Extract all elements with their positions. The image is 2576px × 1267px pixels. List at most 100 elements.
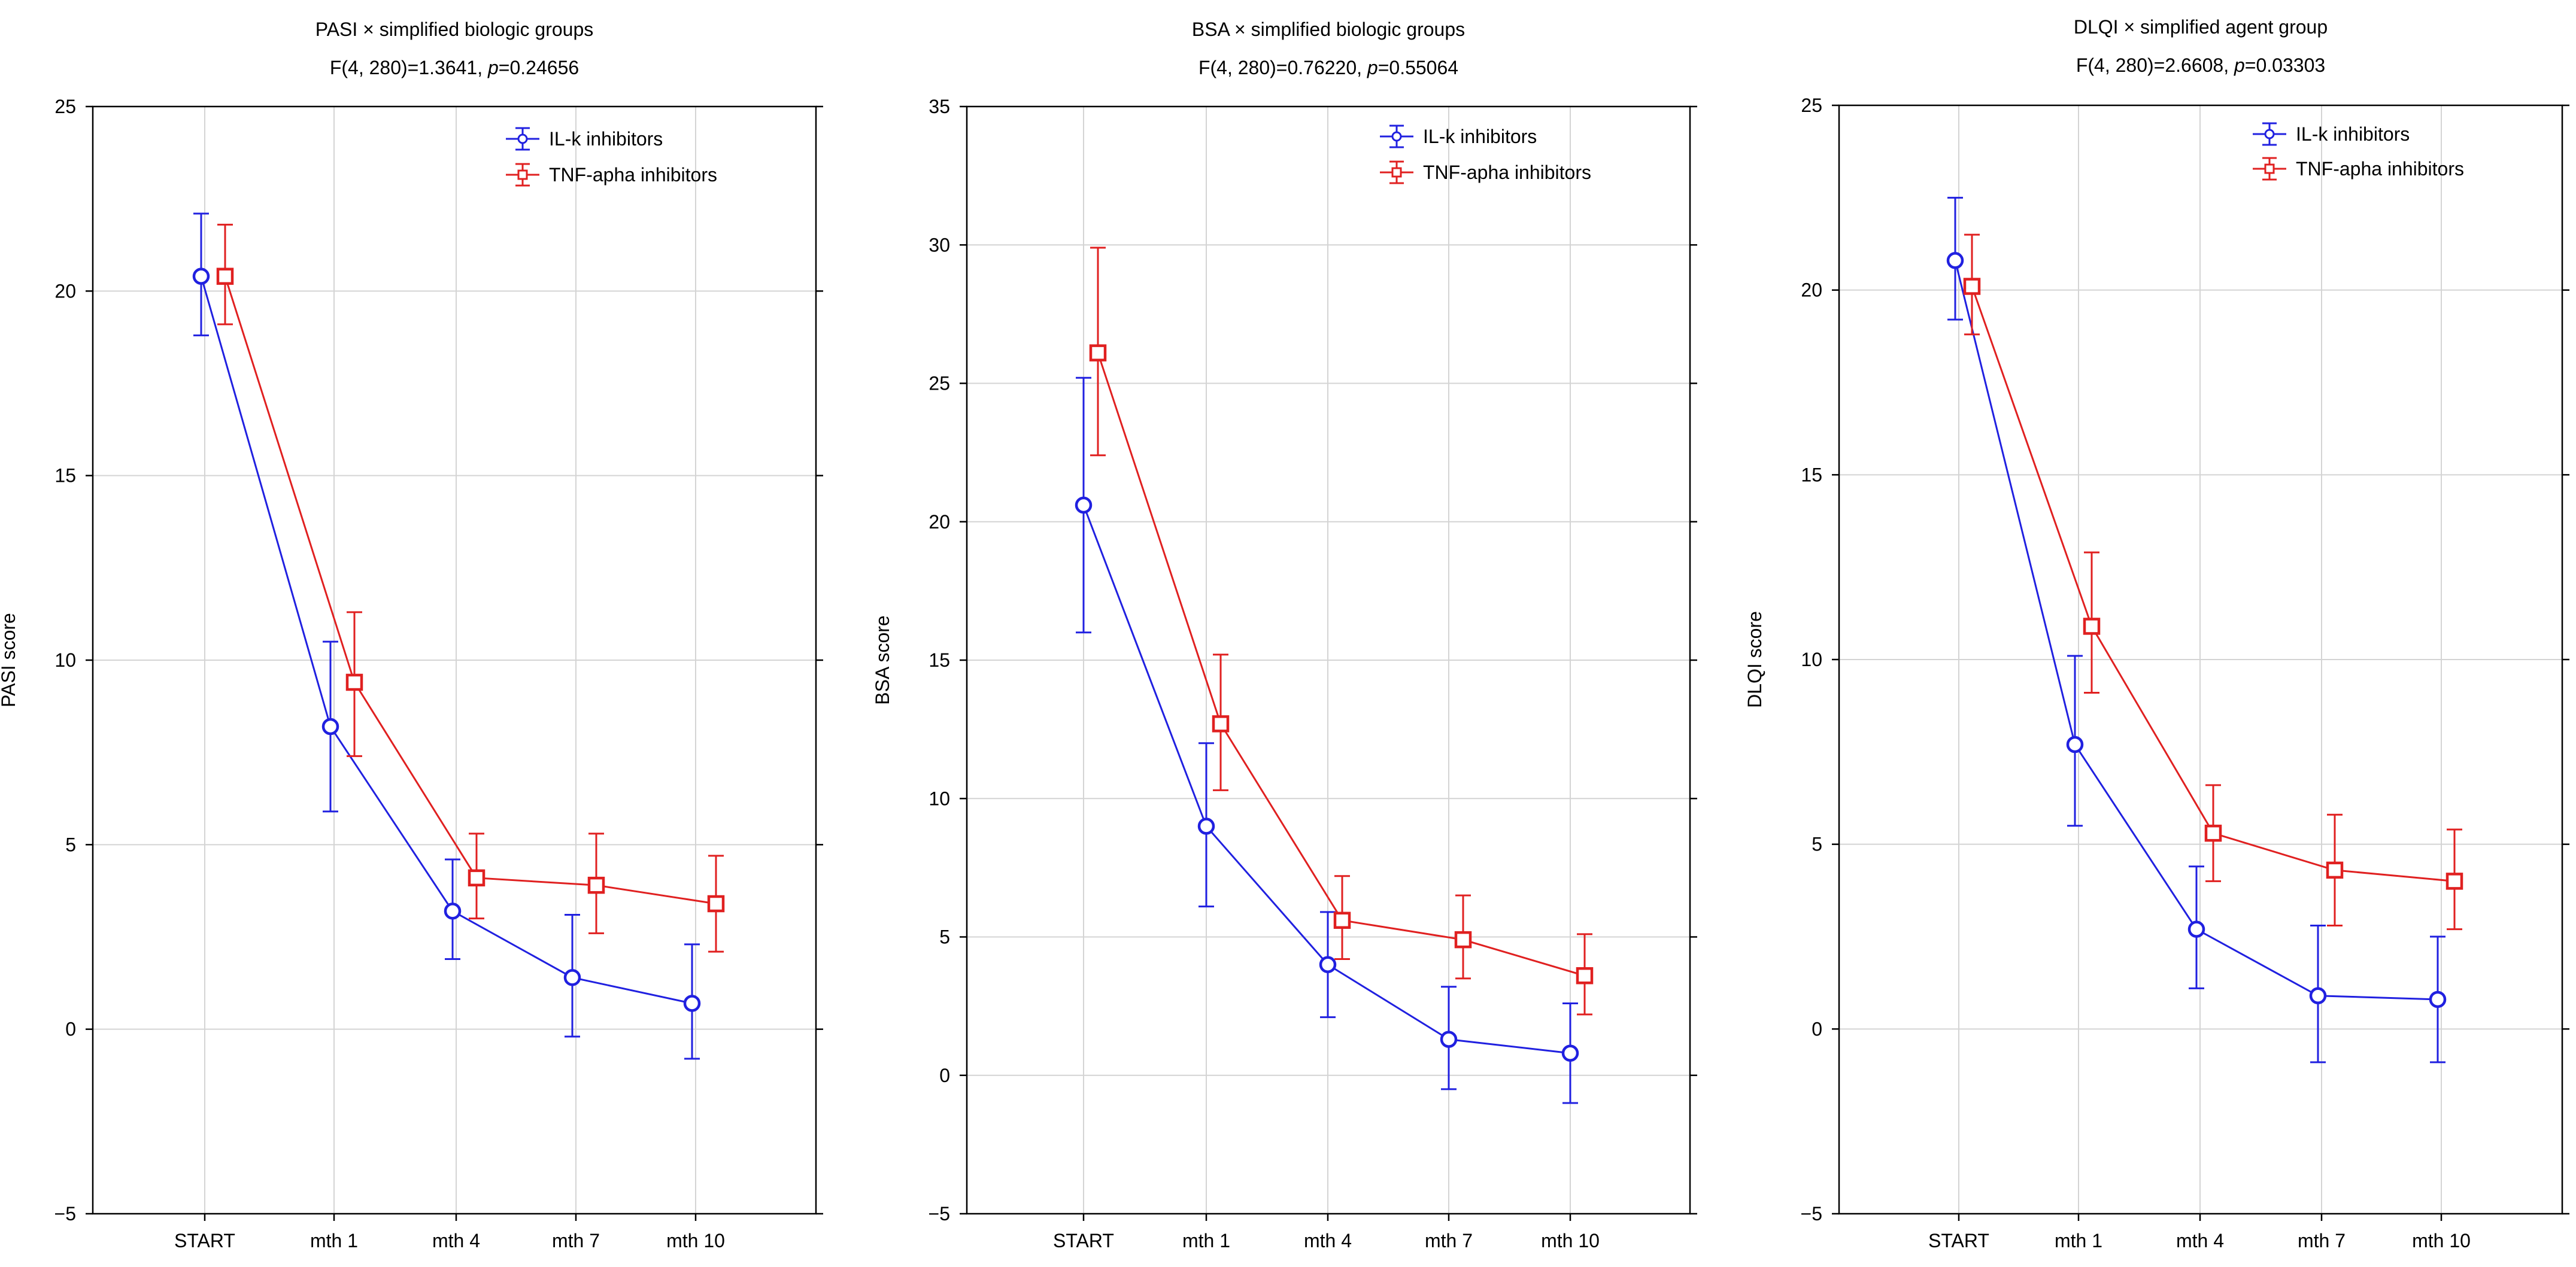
circle-marker-icon	[517, 133, 528, 144]
data-point	[2083, 618, 2101, 635]
data-point	[2204, 824, 2222, 842]
y-tick-label: 20	[929, 511, 950, 533]
data-point	[2445, 873, 2463, 890]
data-point	[1454, 931, 1472, 949]
x-tick-label: mth 10	[666, 1230, 725, 1251]
stat-prefix: F(4, 280)=0.76220,	[1199, 57, 1367, 78]
y-tick-label: 5	[939, 926, 950, 948]
stat-line: F(4, 280)=0.76220, p=0.55064	[1199, 57, 1458, 78]
series-line	[200, 276, 693, 1004]
data-point	[216, 268, 234, 285]
data-point	[444, 903, 462, 920]
circle-marker-icon	[1391, 131, 1402, 142]
stat-prefix: F(4, 280)=1.3641,	[330, 57, 488, 78]
y-axis-label: BSA score	[872, 615, 893, 704]
legend-label: TNF-apha inhibitors	[2296, 158, 2464, 180]
chart-title: DLQI × simplified agent group	[2074, 16, 2328, 38]
y-tick-label: 10	[929, 788, 950, 809]
legend-label: IL-k inhibitors	[549, 128, 663, 150]
stat-p-label: p	[1367, 57, 1378, 78]
y-tick-label: 25	[54, 96, 76, 117]
x-tick-label: mth 4	[1304, 1230, 1352, 1251]
data-point	[587, 876, 605, 894]
chart-panel: PASI × simplified biologic groups F(4, 28…	[0, 19, 823, 1251]
data-point	[683, 995, 701, 1012]
stat-p-value: =0.03303	[2245, 54, 2325, 76]
data-point	[2309, 987, 2327, 1005]
circle-marker-icon	[2264, 129, 2275, 139]
legend-label: TNF-apha inhibitors	[549, 164, 717, 186]
square-marker-icon	[2264, 163, 2275, 174]
y-tick-label: 0	[939, 1065, 950, 1086]
x-tick-label: mth 4	[2176, 1230, 2224, 1251]
data-point	[1440, 1031, 1458, 1048]
y-tick-label: 15	[929, 649, 950, 671]
legend: IL-k inhibitors TNF-apha inhibitors	[506, 127, 717, 187]
series-line	[224, 276, 717, 905]
data-point	[345, 673, 363, 691]
series-il	[192, 212, 701, 1060]
y-tick-label: 5	[65, 834, 76, 855]
chart-title: PASI × simplified biologic groups	[315, 19, 594, 40]
x-tick-label: mth 1	[1182, 1230, 1230, 1251]
stat-p-label: p	[2234, 54, 2245, 76]
y-tick-label: 30	[929, 234, 950, 256]
x-tick-label: START	[1053, 1230, 1114, 1251]
data-point	[1319, 956, 1337, 973]
stat-prefix: F(4, 280)=2.6608,	[2076, 54, 2234, 76]
x-tick-label: mth 10	[1541, 1230, 1600, 1251]
legend-label: TNF-apha inhibitors	[1423, 162, 1591, 183]
data-point	[192, 268, 210, 285]
y-tick-label: 35	[929, 96, 950, 117]
y-axis-label: DLQI score	[1744, 611, 1765, 708]
series-il	[1075, 376, 1579, 1104]
y-axis-label: PASI score	[0, 613, 19, 707]
data-point	[1089, 344, 1107, 361]
data-point	[1576, 967, 1594, 985]
y-tick-label: 10	[1801, 649, 1822, 670]
y-tick-label: −5	[929, 1203, 950, 1225]
stat-p-value: =0.24656	[499, 57, 579, 78]
series-tnf	[216, 223, 725, 953]
y-tick-label: 0	[1812, 1018, 1822, 1040]
x-tick-label: START	[1928, 1230, 1989, 1251]
x-tick-label: mth 1	[310, 1230, 358, 1251]
data-point	[1197, 818, 1215, 835]
data-point	[1963, 278, 1981, 295]
series-il	[1946, 196, 2447, 1064]
y-tick-label: 15	[54, 465, 76, 487]
data-point	[468, 869, 486, 887]
legend: IL-k inhibitors TNF-apha inhibitors	[1380, 124, 1591, 184]
y-tick-label: 10	[54, 649, 76, 671]
y-tick-label: 15	[1801, 464, 1822, 485]
series-tnf	[1963, 233, 2463, 931]
data-point	[2326, 861, 2344, 879]
square-marker-icon	[517, 169, 528, 180]
y-tick-label: 20	[54, 280, 76, 302]
chart-title: BSA × simplified biologic groups	[1192, 19, 1465, 40]
legend-label: IL-k inhibitors	[1423, 126, 1537, 147]
y-tick-label: 25	[929, 373, 950, 394]
y-tick-label: 25	[1801, 95, 1822, 116]
square-marker-icon	[1391, 167, 1402, 178]
data-point	[1946, 252, 1964, 269]
chart-panel: DLQI × simplified agent group F(4, 280)=2…	[1744, 16, 2569, 1251]
x-tick-label: mth 4	[432, 1230, 480, 1251]
stat-line: F(4, 280)=2.6608, p=0.03303	[2076, 54, 2325, 76]
data-point	[563, 969, 581, 986]
data-point	[1075, 496, 1093, 514]
data-point	[321, 718, 339, 736]
stat-line: F(4, 280)=1.3641, p=0.24656	[330, 57, 579, 78]
data-point	[1333, 911, 1351, 929]
series-tnf	[1089, 247, 1594, 1016]
x-tick-label: mth 1	[2055, 1230, 2102, 1251]
y-tick-label: −5	[54, 1203, 76, 1225]
x-tick-label: START	[174, 1230, 235, 1251]
y-tick-label: −5	[1801, 1203, 1822, 1225]
x-tick-label: mth 7	[1425, 1230, 1473, 1251]
data-point	[2187, 920, 2205, 938]
y-tick-label: 5	[1812, 834, 1822, 855]
x-tick-label: mth 7	[2298, 1230, 2346, 1251]
data-point	[1561, 1044, 1579, 1062]
